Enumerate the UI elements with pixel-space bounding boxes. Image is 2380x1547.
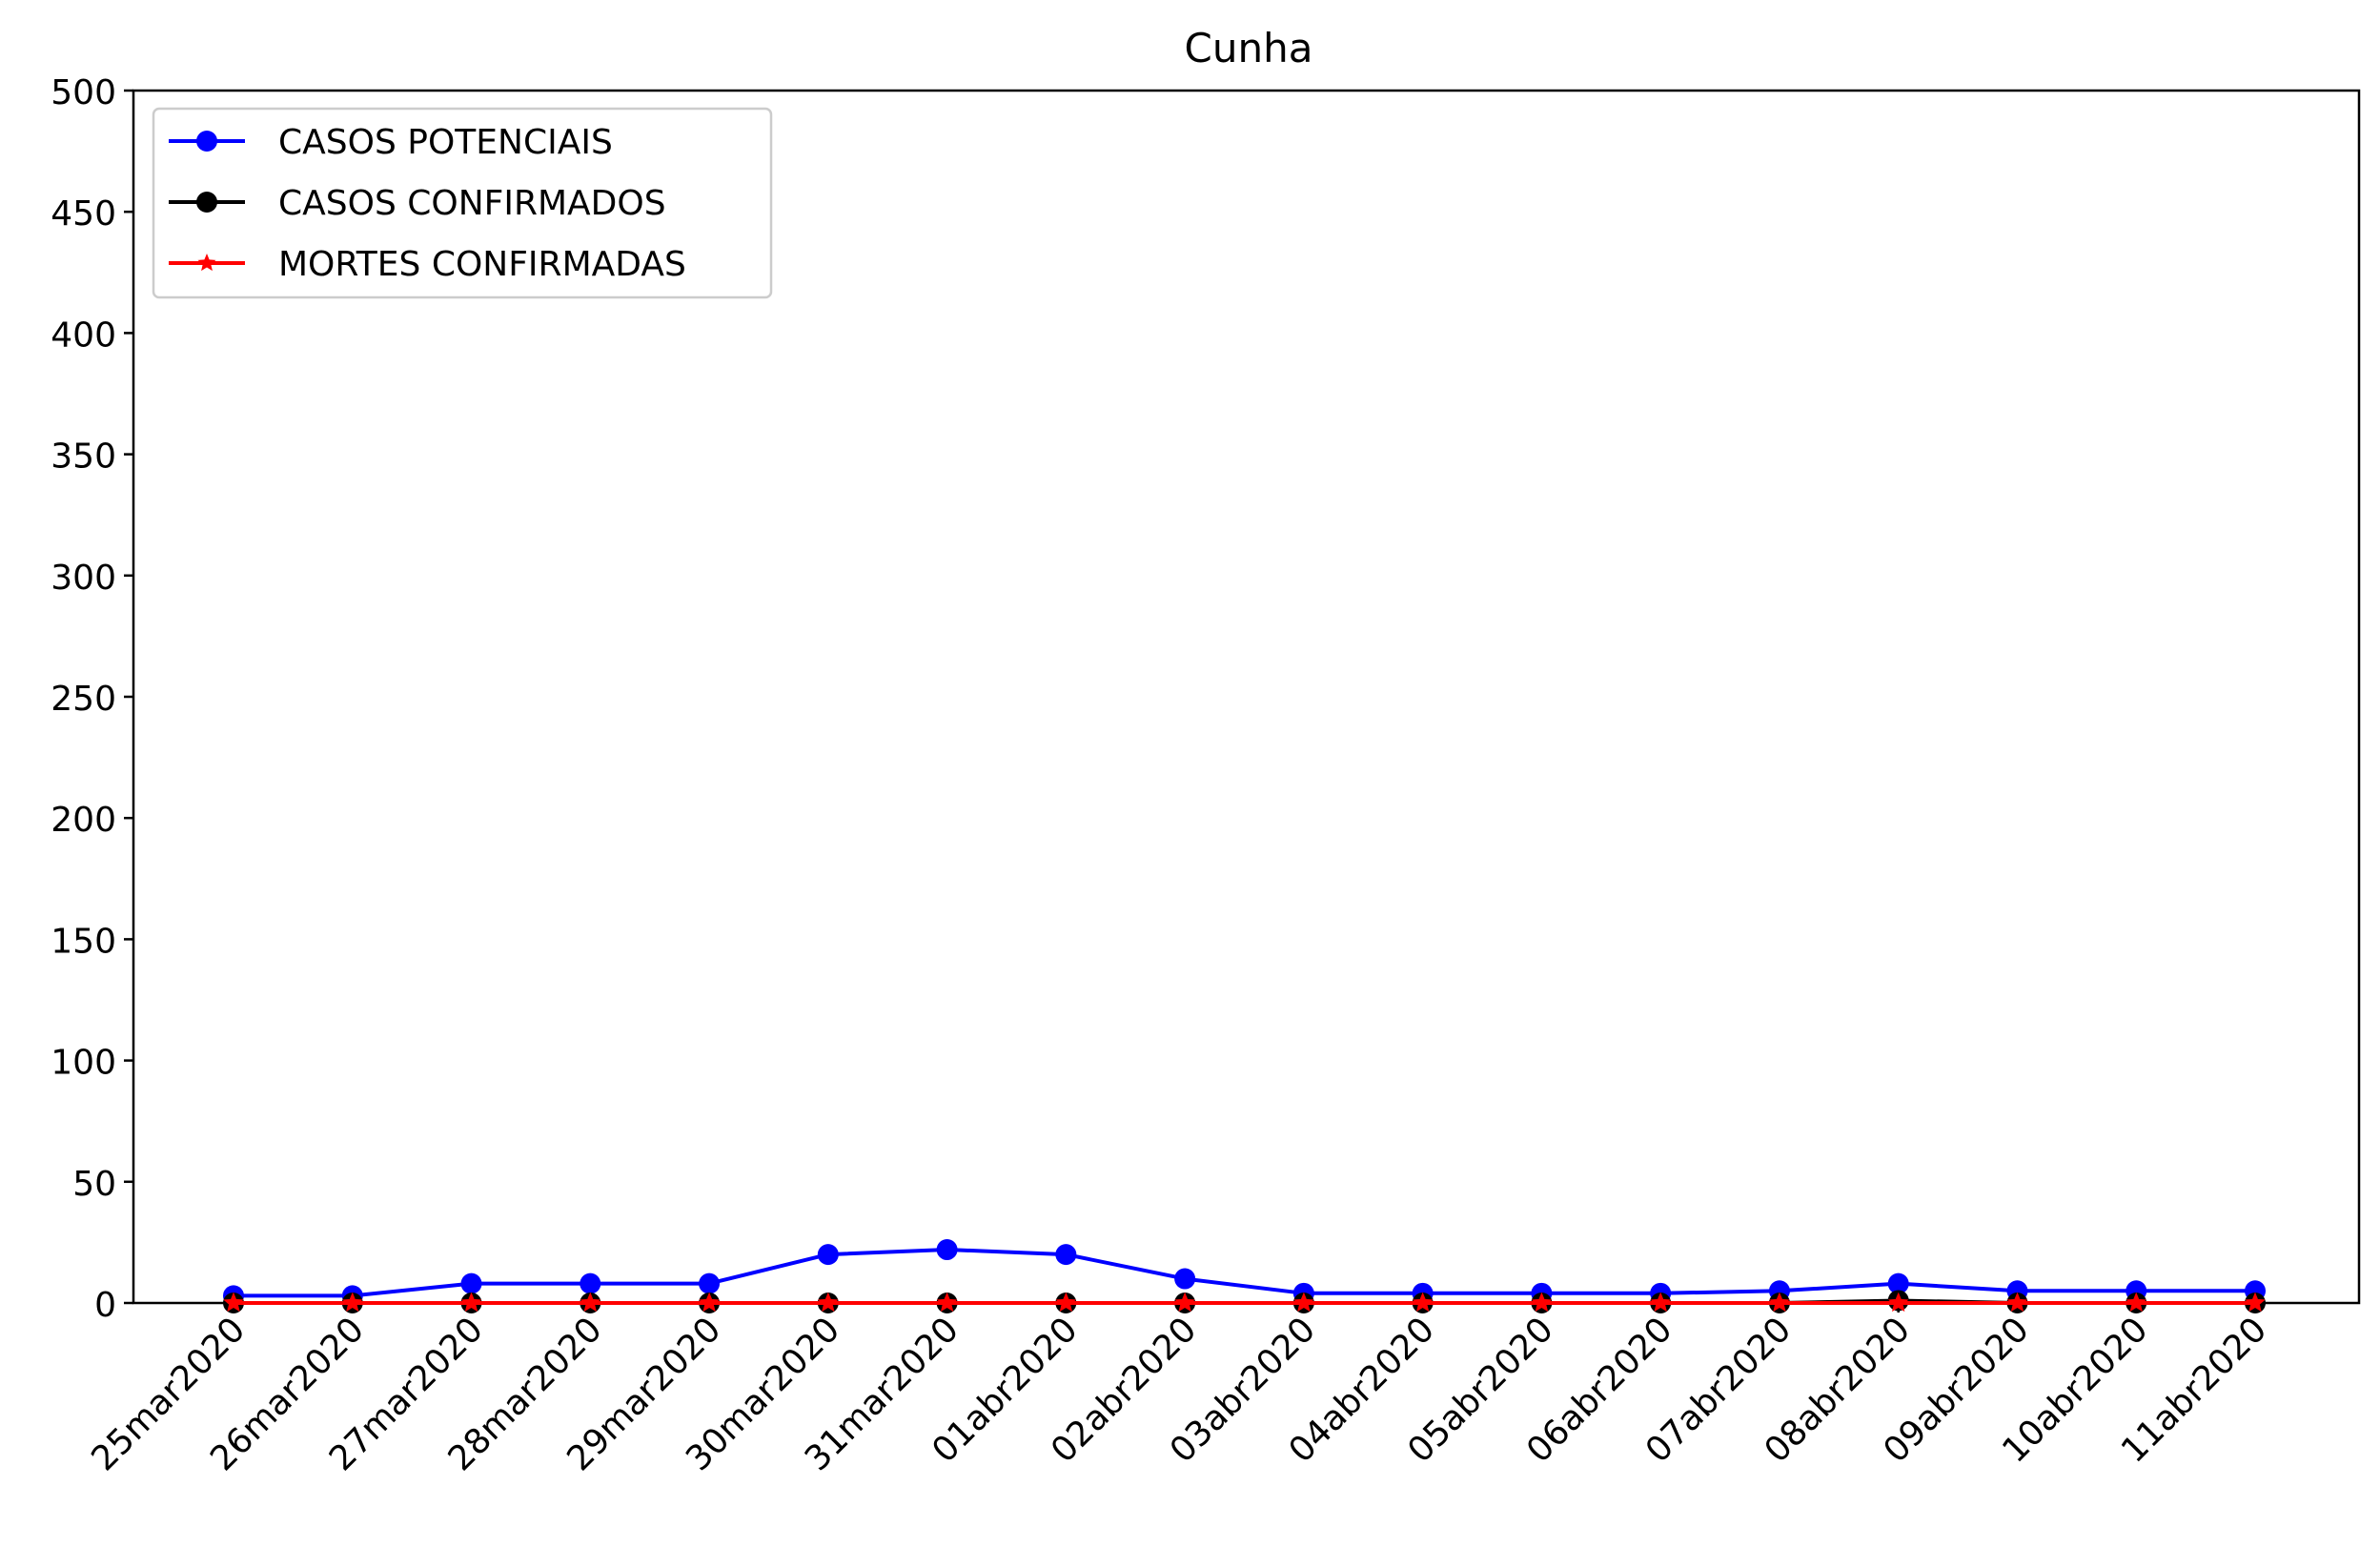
legend-entry: CASOS POTENCIAIS (169, 123, 613, 162)
data-point (1887, 1292, 1909, 1313)
legend-label: MORTES CONFIRMADAS (278, 245, 686, 284)
y-tick-label: 300 (51, 559, 116, 598)
data-point (580, 1272, 601, 1294)
legend-entry: CASOS CONFIRMADOS (169, 184, 666, 223)
series (223, 1239, 2266, 1307)
data-point (936, 1239, 958, 1261)
x-axis: 25mar202026mar202027mar202028mar202029ma… (84, 1303, 2274, 1478)
data-point (1769, 1292, 1790, 1313)
data-point (580, 1292, 601, 1313)
data-point (460, 1272, 482, 1294)
data-point (342, 1292, 363, 1313)
data-point (460, 1292, 482, 1313)
y-tick-label: 450 (51, 194, 116, 234)
series-line (234, 1248, 2255, 1298)
y-tick-label: 250 (51, 680, 116, 719)
legend-label: CASOS CONFIRMADOS (278, 184, 666, 223)
y-tick-label: 0 (94, 1286, 116, 1325)
data-point (699, 1292, 720, 1313)
data-point (1055, 1244, 1077, 1266)
y-axis: 0 50 100 150 200 250 300 350 400 450 500 (51, 73, 133, 1325)
data-point (1887, 1272, 1909, 1294)
series (223, 1292, 2266, 1313)
data-point (818, 1292, 839, 1313)
y-tick-label: 200 (51, 801, 116, 840)
data-point (1174, 1292, 1195, 1313)
y-tick-label: 500 (51, 73, 116, 112)
data-point (1293, 1292, 1314, 1313)
legend-swatch-marker (196, 131, 217, 152)
legend-frame (152, 107, 773, 299)
legend-label: CASOS POTENCIAIS (278, 123, 613, 162)
data-point (2006, 1292, 2028, 1313)
data-point (817, 1244, 839, 1266)
data-point (1412, 1292, 1434, 1313)
y-tick-label: 150 (51, 922, 116, 961)
data-point (936, 1292, 958, 1313)
data-point (1174, 1268, 1196, 1290)
data-point (1650, 1292, 1671, 1313)
y-tick-label: 100 (51, 1044, 116, 1083)
y-tick-label: 350 (51, 438, 116, 477)
data-point (1055, 1292, 1077, 1313)
legend: CASOS POTENCIAIS CASOS CONFIRMADOS MORTES … (152, 107, 773, 299)
data-point (223, 1292, 244, 1313)
data-point (699, 1272, 721, 1294)
legend-swatch-marker (197, 254, 216, 272)
chart-title: Cunha (1185, 25, 1313, 71)
data-point (1531, 1292, 1553, 1313)
legend-swatch-marker (196, 192, 217, 213)
series-layer (223, 1239, 2266, 1313)
y-tick-label: 400 (51, 316, 116, 355)
y-tick-label: 50 (72, 1165, 116, 1204)
data-point (2126, 1292, 2146, 1313)
data-point (2245, 1292, 2266, 1313)
legend-entry: MORTES CONFIRMADAS (169, 245, 686, 284)
